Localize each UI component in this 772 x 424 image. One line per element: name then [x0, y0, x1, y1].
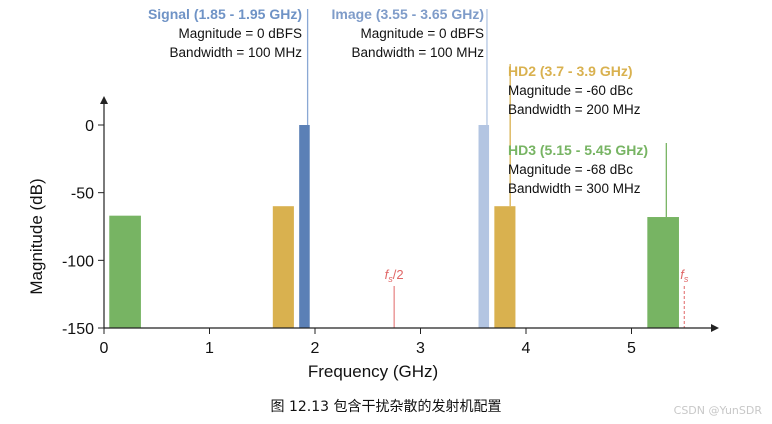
- bar-signal: [299, 125, 310, 328]
- x-tick-label: 1: [205, 340, 214, 357]
- bar-hd3: [647, 217, 679, 328]
- annotation-signal-bandwidth: Bandwidth = 100 MHz: [170, 45, 303, 60]
- annotation-hd3-bandwidth: Bandwidth = 300 MHz: [508, 181, 641, 196]
- annotation-hd3-magnitude: Magnitude = -68 dBc: [508, 162, 633, 177]
- x-axis-arrow: [711, 324, 719, 332]
- x-axis-title: Frequency (GHz): [308, 362, 438, 381]
- y-axis-arrow: [100, 96, 108, 104]
- annotation-hd2-magnitude: Magnitude = -60 dBc: [508, 83, 633, 98]
- annotation-image-title: Image (3.55 - 3.65 GHz): [331, 6, 484, 22]
- x-tick-label: 2: [311, 340, 320, 357]
- y-tick-label: -50: [71, 186, 94, 203]
- x-tick-label: 5: [627, 340, 636, 357]
- y-axis-title: Magnitude (dB): [27, 178, 46, 294]
- y-tick-label: 0: [85, 118, 94, 135]
- annotation-signal-magnitude: Magnitude = 0 dBFS: [179, 26, 302, 41]
- figure-caption: 图 12.13 包含干扰杂散的发射机配置: [270, 399, 502, 415]
- marker-fs-label: fs: [680, 267, 689, 284]
- x-tick-label: 3: [416, 340, 425, 357]
- annotation-hd3-title: HD3 (5.15 - 5.45 GHz): [508, 142, 648, 158]
- y-tick-label: -150: [62, 321, 94, 338]
- annotation-image-bandwidth: Bandwidth = 100 MHz: [352, 45, 485, 60]
- y-tick-label: -100: [62, 253, 94, 270]
- bar-hd2-image: [272, 206, 294, 328]
- x-tick-label: 0: [100, 340, 109, 357]
- x-tick-label: 4: [522, 340, 531, 357]
- marker-fs-half-label: fs/2: [385, 267, 404, 284]
- annotation-hd2-title: HD2 (3.7 - 3.9 GHz): [508, 63, 632, 79]
- annotation-hd2-bandwidth: Bandwidth = 200 MHz: [508, 102, 641, 117]
- bar-band-0: [109, 215, 141, 328]
- annotation-image-magnitude: Magnitude = 0 dBFS: [361, 26, 484, 41]
- annotation-signal-title: Signal (1.85 - 1.95 GHz): [148, 6, 302, 22]
- bar-image: [478, 125, 490, 328]
- watermark: CSDN @YunSDR: [673, 404, 762, 417]
- bar-hd2: [494, 206, 516, 328]
